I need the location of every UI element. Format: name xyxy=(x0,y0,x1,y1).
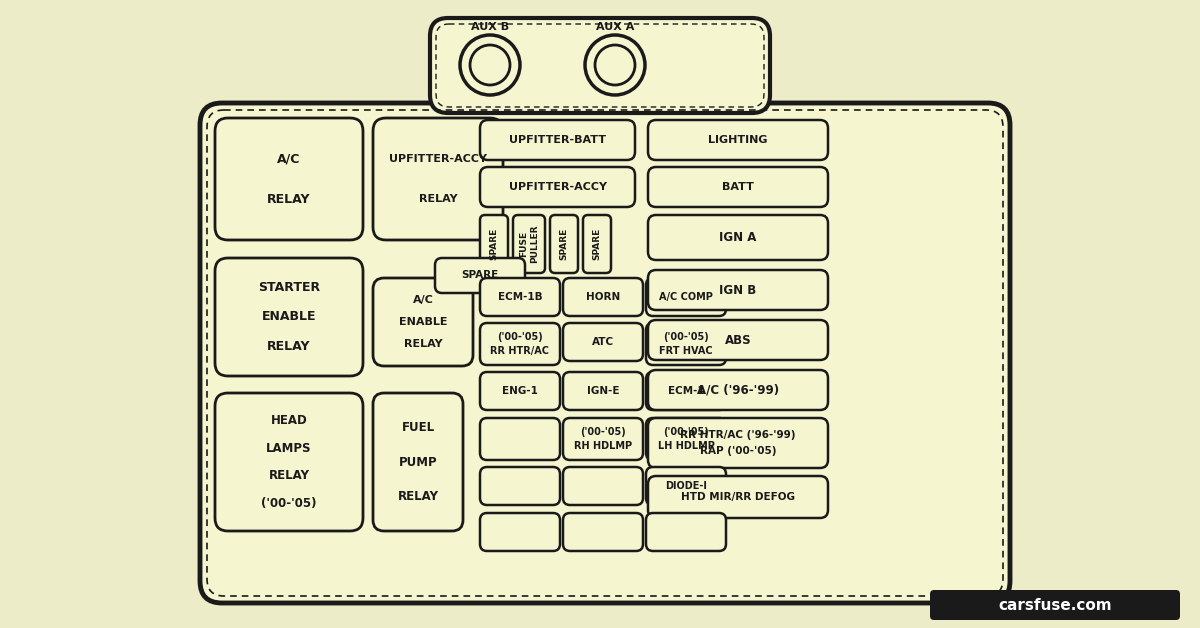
FancyBboxPatch shape xyxy=(480,323,560,365)
Circle shape xyxy=(460,35,520,95)
Text: HTD MIR/RR DEFOG: HTD MIR/RR DEFOG xyxy=(682,492,796,502)
Text: A/C COMP: A/C COMP xyxy=(659,292,713,302)
Text: RR HTR/AC: RR HTR/AC xyxy=(491,346,550,356)
Text: ATC: ATC xyxy=(592,337,614,347)
FancyBboxPatch shape xyxy=(480,278,560,316)
FancyBboxPatch shape xyxy=(563,513,643,551)
Text: FUEL: FUEL xyxy=(402,421,434,434)
Text: carsfuse.com: carsfuse.com xyxy=(998,597,1112,612)
FancyBboxPatch shape xyxy=(480,167,635,207)
FancyBboxPatch shape xyxy=(648,120,828,160)
Text: ('00-'05): ('00-'05) xyxy=(664,427,709,437)
FancyBboxPatch shape xyxy=(563,372,643,410)
Text: ENABLE: ENABLE xyxy=(262,310,317,323)
Text: IGN A: IGN A xyxy=(719,231,757,244)
Text: PUMP: PUMP xyxy=(398,455,437,468)
FancyBboxPatch shape xyxy=(648,215,828,260)
Text: RELAY: RELAY xyxy=(268,193,311,206)
Circle shape xyxy=(595,45,635,85)
Text: SPARE: SPARE xyxy=(559,228,569,260)
Text: A/C: A/C xyxy=(277,152,301,165)
FancyBboxPatch shape xyxy=(646,278,726,316)
Text: IGN B: IGN B xyxy=(719,283,757,296)
Text: ENG-1: ENG-1 xyxy=(502,386,538,396)
FancyBboxPatch shape xyxy=(648,418,828,468)
FancyBboxPatch shape xyxy=(373,393,463,531)
Text: ('00-'05): ('00-'05) xyxy=(497,332,542,342)
Text: RELAY: RELAY xyxy=(419,194,457,204)
FancyBboxPatch shape xyxy=(514,215,545,273)
Text: HORN: HORN xyxy=(586,292,620,302)
Circle shape xyxy=(470,45,510,85)
Text: A/C: A/C xyxy=(413,295,433,305)
FancyBboxPatch shape xyxy=(583,215,611,273)
Text: LH HDLMP: LH HDLMP xyxy=(658,441,714,451)
Text: RELAY: RELAY xyxy=(403,339,443,349)
FancyBboxPatch shape xyxy=(648,270,828,310)
FancyBboxPatch shape xyxy=(646,418,726,460)
Circle shape xyxy=(586,35,646,95)
Text: ENABLE: ENABLE xyxy=(398,317,448,327)
Text: A/C ('96-'99): A/C ('96-'99) xyxy=(697,384,779,396)
FancyBboxPatch shape xyxy=(215,118,364,240)
Text: UPFITTER-ACCY: UPFITTER-ACCY xyxy=(509,182,606,192)
FancyBboxPatch shape xyxy=(646,372,726,410)
FancyBboxPatch shape xyxy=(480,372,560,410)
FancyBboxPatch shape xyxy=(646,513,726,551)
FancyBboxPatch shape xyxy=(373,118,503,240)
Text: AUX B: AUX B xyxy=(470,22,509,32)
FancyBboxPatch shape xyxy=(430,18,770,113)
FancyBboxPatch shape xyxy=(200,103,1010,603)
Text: FRT HVAC: FRT HVAC xyxy=(659,346,713,356)
FancyBboxPatch shape xyxy=(648,476,828,518)
Text: SPARE: SPARE xyxy=(593,228,601,260)
FancyBboxPatch shape xyxy=(436,258,526,293)
Text: LAMPS: LAMPS xyxy=(266,441,312,455)
Text: LIGHTING: LIGHTING xyxy=(708,135,768,145)
Text: RR HTR/AC ('96-'99): RR HTR/AC ('96-'99) xyxy=(680,430,796,440)
Text: AUX A: AUX A xyxy=(596,22,634,32)
Text: RAP ('00-'05): RAP ('00-'05) xyxy=(700,447,776,457)
Text: RH HDLMP: RH HDLMP xyxy=(574,441,632,451)
FancyBboxPatch shape xyxy=(646,467,726,505)
Text: HEAD: HEAD xyxy=(271,414,307,427)
Text: ('00-'05): ('00-'05) xyxy=(580,427,626,437)
FancyBboxPatch shape xyxy=(563,418,643,460)
Text: ('00-'05): ('00-'05) xyxy=(664,332,709,342)
FancyBboxPatch shape xyxy=(563,278,643,316)
Text: BATT: BATT xyxy=(722,182,754,192)
Text: RELAY: RELAY xyxy=(269,469,310,482)
Text: STARTER: STARTER xyxy=(258,281,320,294)
FancyBboxPatch shape xyxy=(563,467,643,505)
FancyBboxPatch shape xyxy=(480,418,560,460)
Text: RELAY: RELAY xyxy=(268,340,311,353)
Text: ECM-1: ECM-1 xyxy=(667,386,704,396)
Text: UPFITTER-ACCY: UPFITTER-ACCY xyxy=(389,154,487,164)
Text: FUSE
PULLER: FUSE PULLER xyxy=(520,225,539,263)
FancyBboxPatch shape xyxy=(550,215,578,273)
FancyBboxPatch shape xyxy=(648,370,828,410)
Text: ECM-1B: ECM-1B xyxy=(498,292,542,302)
Text: DIODE-I: DIODE-I xyxy=(665,481,707,491)
Text: IGN-E: IGN-E xyxy=(587,386,619,396)
FancyBboxPatch shape xyxy=(215,393,364,531)
Text: ABS: ABS xyxy=(725,333,751,347)
FancyBboxPatch shape xyxy=(930,590,1180,620)
FancyBboxPatch shape xyxy=(563,323,643,361)
Text: SPARE: SPARE xyxy=(490,228,498,260)
FancyBboxPatch shape xyxy=(648,320,828,360)
FancyBboxPatch shape xyxy=(646,323,726,365)
Text: RELAY: RELAY xyxy=(397,490,438,503)
FancyBboxPatch shape xyxy=(215,258,364,376)
FancyBboxPatch shape xyxy=(648,167,828,207)
FancyBboxPatch shape xyxy=(373,278,473,366)
FancyBboxPatch shape xyxy=(480,467,560,505)
Text: UPFITTER-BATT: UPFITTER-BATT xyxy=(509,135,606,145)
Text: ('00-'05): ('00-'05) xyxy=(262,497,317,510)
FancyBboxPatch shape xyxy=(480,120,635,160)
FancyBboxPatch shape xyxy=(480,215,508,273)
Text: SPARE: SPARE xyxy=(461,271,499,281)
FancyBboxPatch shape xyxy=(480,513,560,551)
